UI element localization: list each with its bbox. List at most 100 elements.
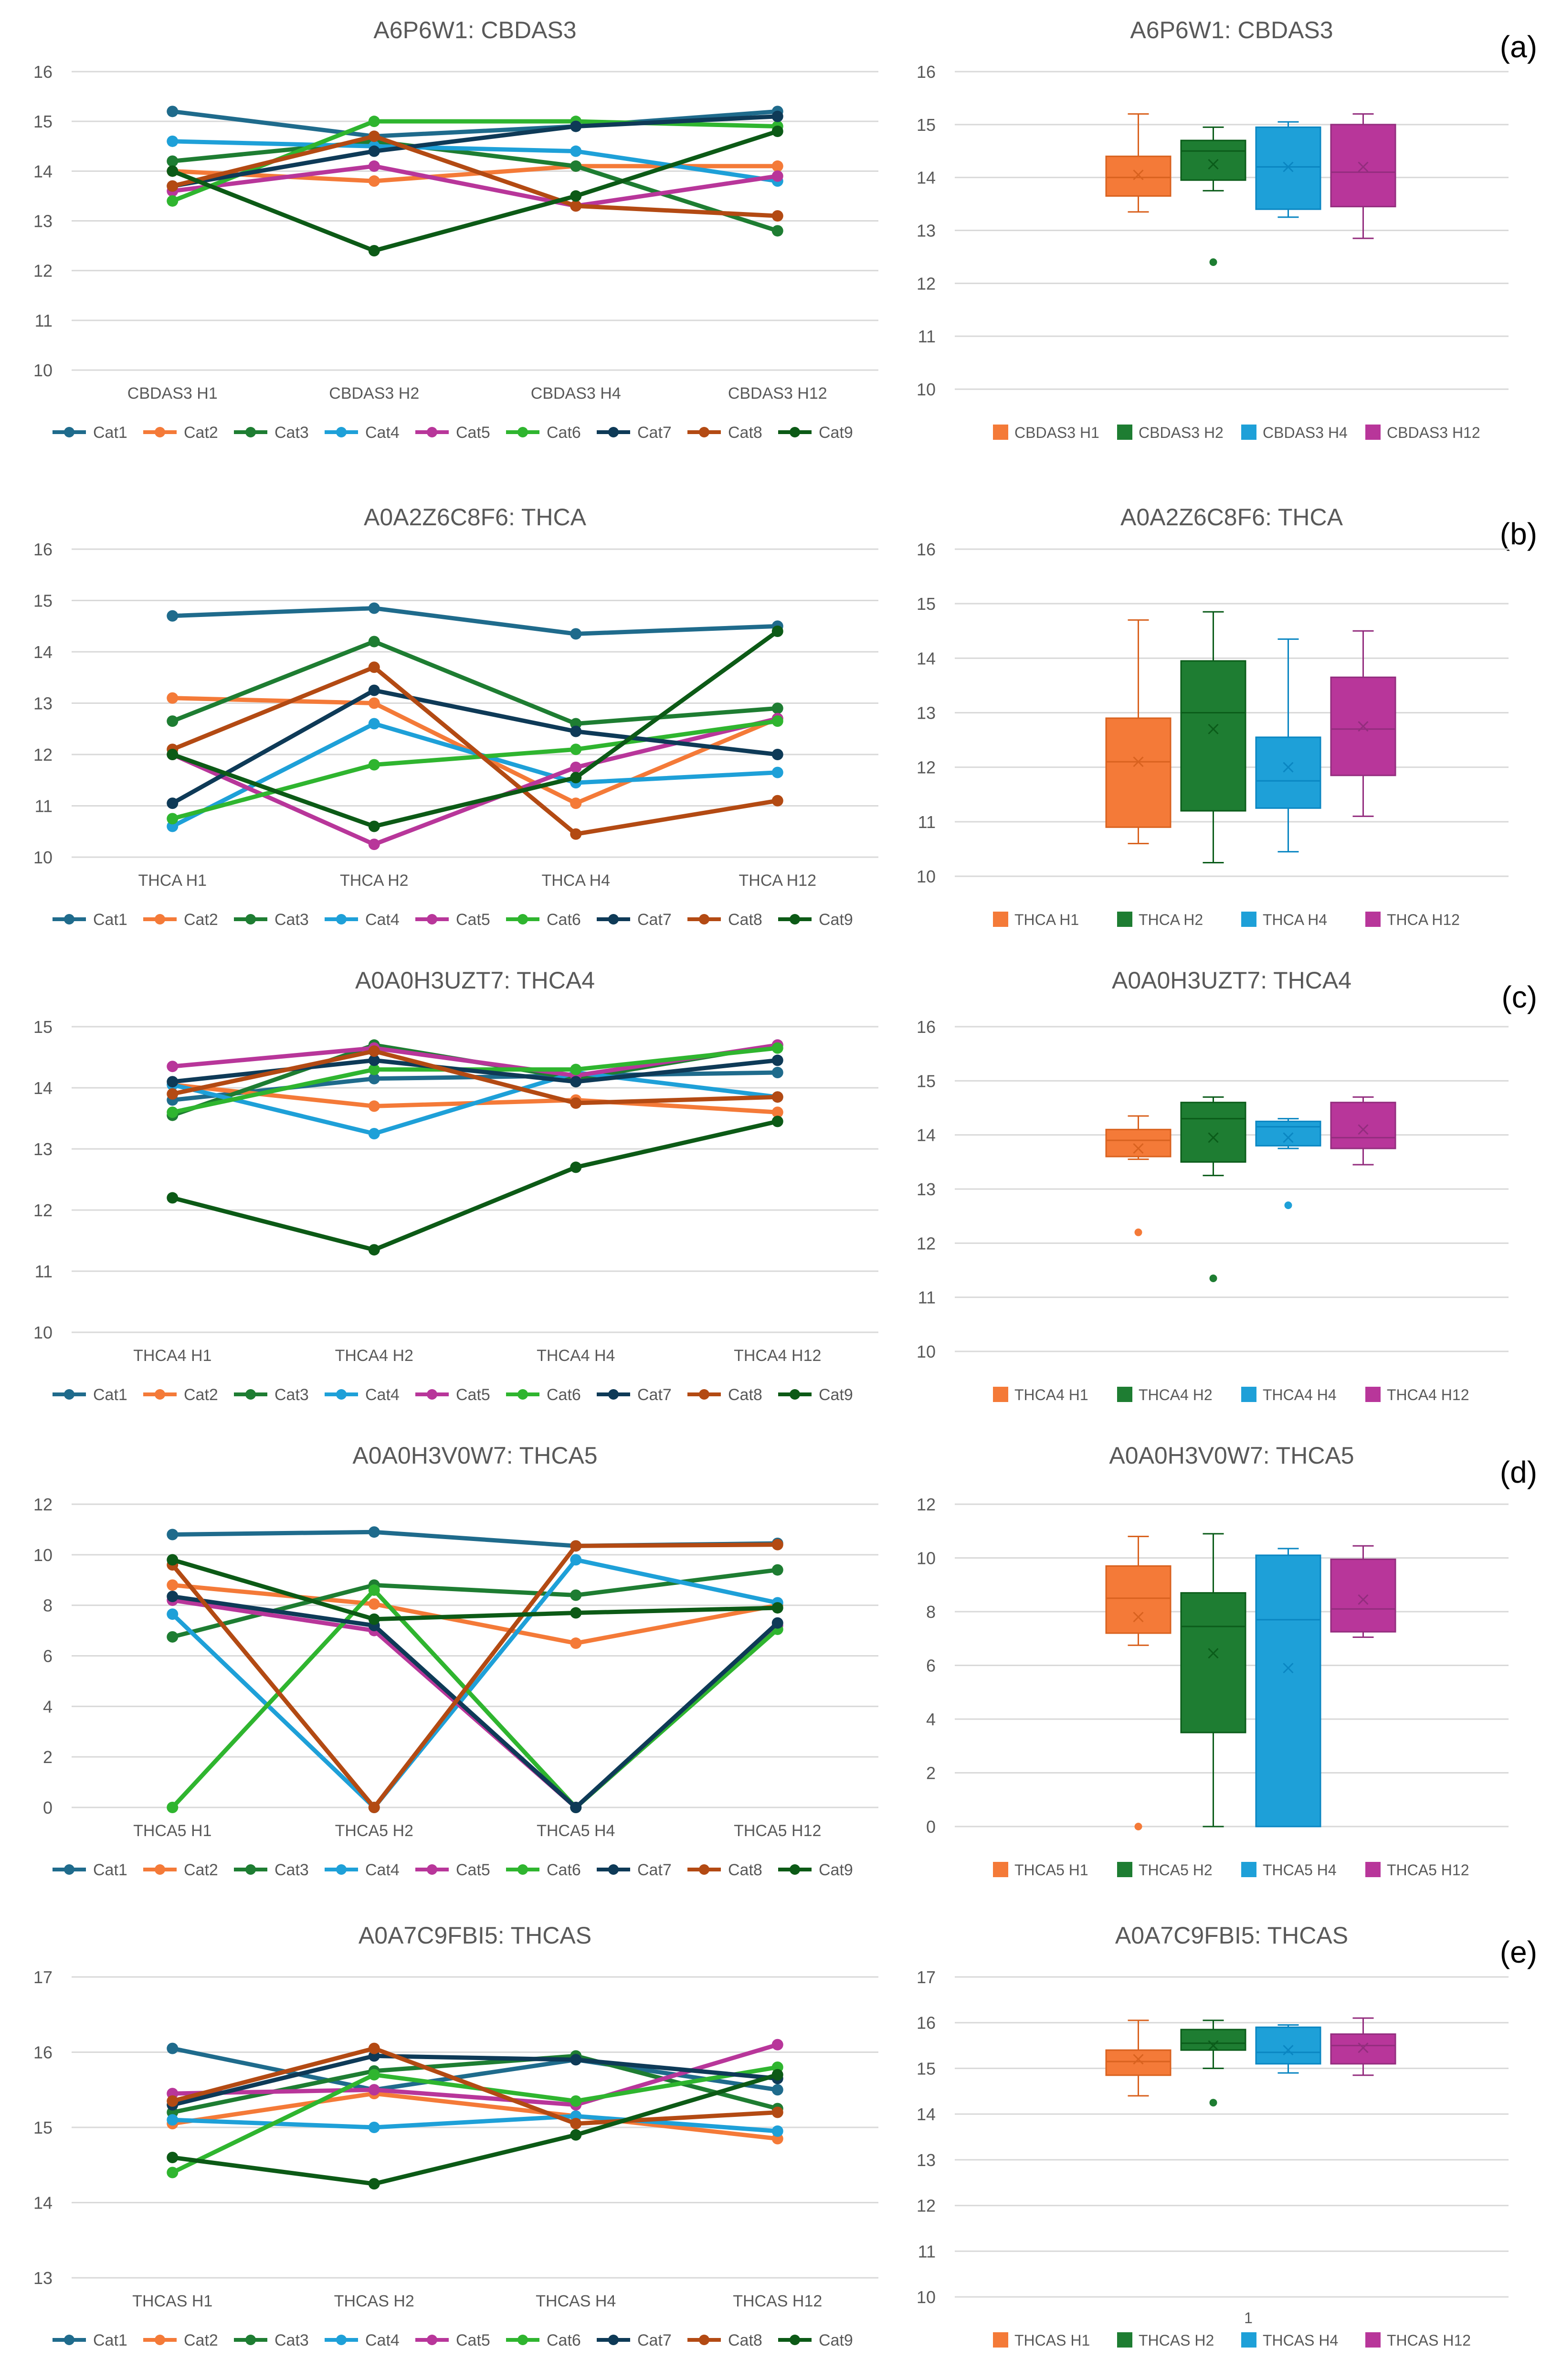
legend-label: THCA4 H12: [1387, 1386, 1469, 1403]
legend-label: THCA4 H2: [1139, 1386, 1213, 1403]
legend-marker: [155, 427, 165, 437]
series-line-cat5: [172, 2042, 779, 2107]
y-tick-label: 4: [926, 1710, 936, 1729]
x-tick-label: THCA5 H1: [133, 1822, 211, 1840]
box-1: [1105, 1565, 1172, 1634]
data-point-cat2: [368, 1598, 380, 1610]
legend-marker: [64, 1864, 74, 1875]
box-1: [1105, 717, 1172, 828]
legend-label: Cat9: [819, 911, 853, 929]
data-point-cat5: [167, 1061, 179, 1073]
legend-marker: [699, 2335, 709, 2345]
data-point-cat1: [368, 1073, 380, 1084]
y-tick-label: 14: [917, 168, 936, 188]
data-point-cat1: [167, 106, 179, 117]
line-chart-1: A6P6W1: CBDAS3 10 11 12 13 14 15 16 CBDAS3 H1 CBD…: [33, 17, 878, 442]
data-point-cat9: [368, 245, 380, 256]
y-tick-label: 16: [33, 62, 53, 82]
series-line-cat2: [172, 2091, 778, 2141]
x-category-label: 1: [1244, 2309, 1253, 2327]
y-tick-label: 10: [33, 1323, 53, 1342]
legend-label: Cat9: [819, 1386, 853, 1404]
data-point-cat8: [570, 1540, 582, 1552]
legend-label: Cat5: [456, 911, 490, 929]
outlier-point: [1209, 2099, 1217, 2107]
legend-label: THCA H4: [1263, 911, 1327, 928]
mean-marker: [1208, 723, 1219, 734]
legend-label: THCAS H1: [1014, 2332, 1090, 2349]
chart-title: A0A0H3V0W7: THCA5: [352, 1442, 597, 1469]
series-line-cat9: [172, 1119, 778, 1252]
data-point-cat8: [368, 130, 380, 142]
legend-label: Cat4: [365, 911, 400, 929]
series-line-cat4: [172, 139, 778, 183]
data-point-cat8: [368, 1045, 380, 1057]
legend-marker: [336, 914, 347, 924]
legend-label: THCA H1: [1014, 911, 1079, 928]
y-tick-label: 16: [917, 1017, 936, 1037]
data-point-cat6: [167, 2167, 179, 2178]
legend-label: Cat8: [728, 2331, 762, 2349]
y-tick-label: 15: [33, 1017, 53, 1037]
y-tick-label: 13: [33, 1139, 53, 1159]
data-point-cat6: [368, 1063, 380, 1075]
line-chart-5: A0A7C9FBI5: THCAS 13 14 15 16 17 THCAS H1 THCAS…: [33, 1922, 878, 2349]
y-tick-label: 13: [917, 2150, 936, 2170]
data-point-cat1: [368, 1526, 380, 1538]
y-tick-label: 15: [33, 112, 53, 131]
legend-swatch: [993, 425, 1008, 440]
data-point-cat7: [368, 1054, 380, 1066]
legend-marker: [790, 2335, 800, 2345]
y-tick-label: 0: [43, 1798, 53, 1817]
data-point-cat4: [570, 145, 582, 157]
data-point-cat9: [771, 126, 783, 137]
data-point-cat9: [570, 1607, 582, 1619]
box-2: [1180, 1592, 1246, 1733]
y-tick-label: 13: [917, 1179, 936, 1199]
data-point-cat7: [771, 749, 783, 760]
mean-marker: [1133, 1143, 1144, 1154]
legend-swatch: [1117, 2332, 1132, 2348]
legend-swatch: [1117, 1862, 1132, 1877]
y-tick-label: 13: [33, 2268, 53, 2288]
data-point-cat6: [167, 1106, 179, 1118]
y-tick-label: 14: [917, 1126, 936, 1145]
data-point-cat1: [771, 2084, 783, 2096]
y-tick-label: 10: [917, 1549, 936, 1568]
box-3: [1255, 126, 1321, 210]
y-tick-label: 11: [35, 797, 53, 816]
legend-swatch: [1241, 425, 1256, 440]
legend-label: CBDAS3 H4: [1263, 424, 1348, 441]
legend-marker: [155, 1864, 165, 1875]
y-tick-label: 16: [917, 540, 936, 559]
data-point-cat6: [368, 2069, 380, 2081]
data-point-cat9: [771, 2069, 783, 2081]
data-point-cat8: [167, 2095, 179, 2107]
y-tick-label: 12: [33, 261, 53, 281]
y-tick-label: 14: [33, 1078, 53, 1098]
data-point-cat9: [167, 1554, 179, 1566]
legend-marker: [427, 2335, 437, 2345]
legend-label: Cat1: [93, 911, 127, 929]
legend-label: Cat6: [547, 2331, 581, 2349]
data-point-cat6: [368, 759, 380, 771]
y-tick-label: 14: [33, 161, 53, 181]
legend-label: THCAS H2: [1139, 2332, 1214, 2349]
x-tick-label: THCA H12: [739, 871, 817, 890]
y-tick-label: 13: [917, 703, 936, 723]
data-point-cat2: [167, 692, 179, 704]
series-line-cat7: [171, 688, 778, 806]
legend-label: THCA H12: [1387, 911, 1460, 928]
legend-marker: [699, 914, 709, 924]
data-point-cat1: [167, 610, 179, 622]
mean-marker: [1133, 170, 1144, 181]
legend-label: Cat1: [93, 1861, 127, 1879]
legend-label: Cat6: [547, 911, 581, 929]
y-tick-label: 14: [33, 2193, 53, 2213]
x-tick-label: THCA5 H2: [335, 1822, 413, 1840]
box-2: [1180, 2029, 1246, 2051]
legend-marker: [699, 1389, 709, 1400]
data-point-cat7: [570, 725, 582, 737]
legend-label: Cat9: [819, 424, 853, 442]
box-chart-4: A0A0H3V0W7: THCA5 (d) 0 2 4 6 8 10 12 THCA5 H1 THC…: [917, 1442, 1537, 1879]
